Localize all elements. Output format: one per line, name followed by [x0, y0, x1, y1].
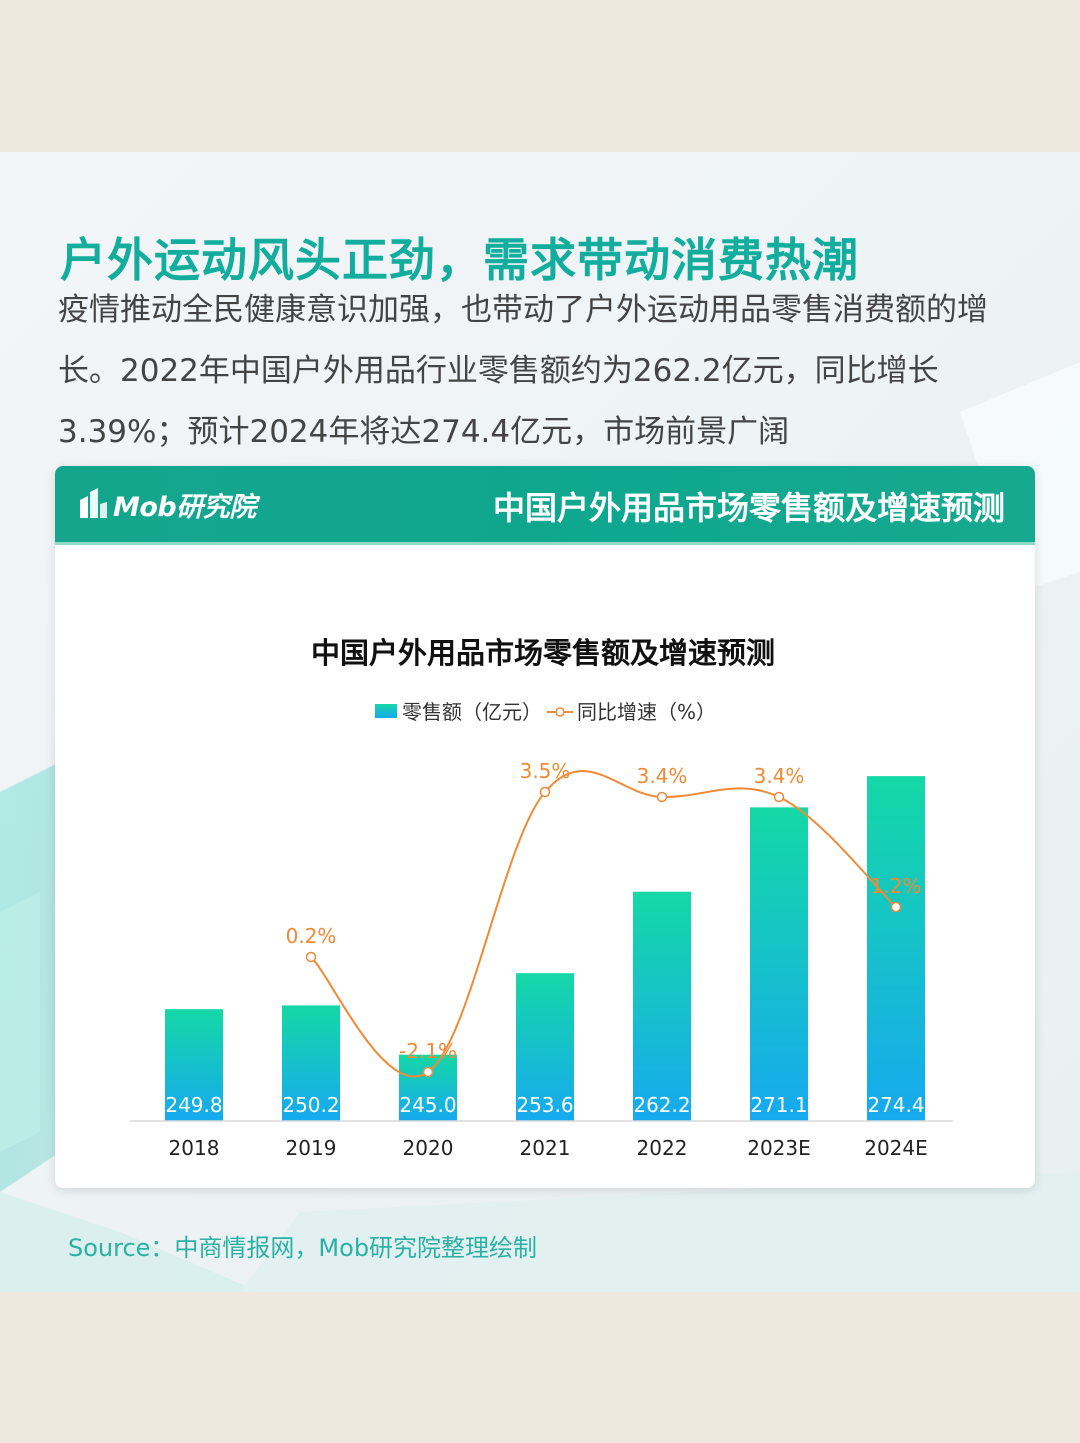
bar-2024E	[867, 776, 925, 1121]
intro-paragraph: 疫情推动全民健康意识加强，也带动了户外运动用品零售消费额的增长。2022年中国户…	[58, 292, 988, 450]
bar-2021	[516, 973, 574, 1121]
chart-panel: Mob研究院 中国户外用品市场零售额及增速预测 中国户外用品市场零售额及增速预测…	[55, 466, 1035, 1188]
growth-value-label: 3.5%	[520, 759, 571, 783]
bar-2023E	[750, 807, 808, 1121]
growth-point-2021	[539, 786, 551, 798]
bar-2022	[633, 891, 691, 1121]
infographic-card: 户外运动风头正劲，需求带动消费热潮 疫情推动全民健康意识加强，也带动了户外运动用…	[0, 152, 1080, 1292]
growth-point-2022	[656, 791, 668, 803]
growth-value-label: -2.1%	[399, 1039, 457, 1063]
legend-line-marker	[555, 707, 565, 717]
x-tick-label: 2022	[637, 1136, 688, 1160]
growth-point-2019	[305, 951, 317, 963]
bar-value-label: 245.0	[399, 1093, 456, 1117]
growth-point-2024E	[890, 901, 902, 913]
chart: 中国户外用品市场零售额及增速预测 零售额（亿元） 同比增速（%） 249.8 250…	[130, 636, 953, 1160]
chart-legend: 零售额（亿元） 同比增速（%）	[375, 700, 716, 724]
growth-rate-line	[310, 770, 897, 1078]
mob-logo: Mob研究院	[77, 484, 256, 524]
bar-value-label: 271.1	[750, 1093, 807, 1117]
source-note: Source：中商情报网，Mob研究院整理绘制	[68, 1234, 538, 1262]
bar-value-label: 250.2	[282, 1093, 339, 1117]
panel-title: 中国户外用品市场零售额及增速预测	[492, 489, 1005, 527]
logo-text: Mob研究院	[113, 491, 256, 523]
growth-value-label: 0.2%	[286, 924, 337, 948]
growth-value-label: 3.4%	[754, 764, 805, 788]
headline: 户外运动风头正劲，需求带动消费热潮	[60, 233, 859, 287]
bar-2019	[282, 1005, 340, 1121]
legend-bar-swatch	[375, 704, 397, 718]
legend-bar-label: 零售额（亿元）	[402, 700, 542, 724]
growth-point-2020	[422, 1066, 434, 1078]
growth-value-label: 3.4%	[637, 764, 688, 788]
growth-point-2023E	[773, 791, 785, 803]
bar-2018	[165, 1009, 223, 1121]
bar-2020	[399, 1054, 457, 1121]
x-tick-label: 2018	[169, 1136, 220, 1160]
legend-line-label: 同比增速（%）	[577, 700, 716, 724]
growth-value-label: 1.2%	[871, 874, 922, 898]
x-tick-label: 2024E	[864, 1136, 928, 1160]
bar-value-label: 262.2	[633, 1093, 690, 1117]
x-tick-label: 2021	[520, 1136, 571, 1160]
bar-value-label: 274.4	[867, 1093, 924, 1117]
panel-header: Mob研究院 中国户外用品市场零售额及增速预测	[55, 466, 1035, 545]
bar-value-label: 249.8	[165, 1093, 222, 1117]
building-logo-icon	[80, 488, 107, 518]
chart-title: 中国户外用品市场零售额及增速预测	[311, 636, 775, 670]
x-tick-label: 2023E	[747, 1136, 811, 1160]
x-tick-label: 2020	[403, 1136, 454, 1160]
x-tick-label: 2019	[286, 1136, 337, 1160]
bar-value-label: 253.6	[516, 1093, 573, 1117]
